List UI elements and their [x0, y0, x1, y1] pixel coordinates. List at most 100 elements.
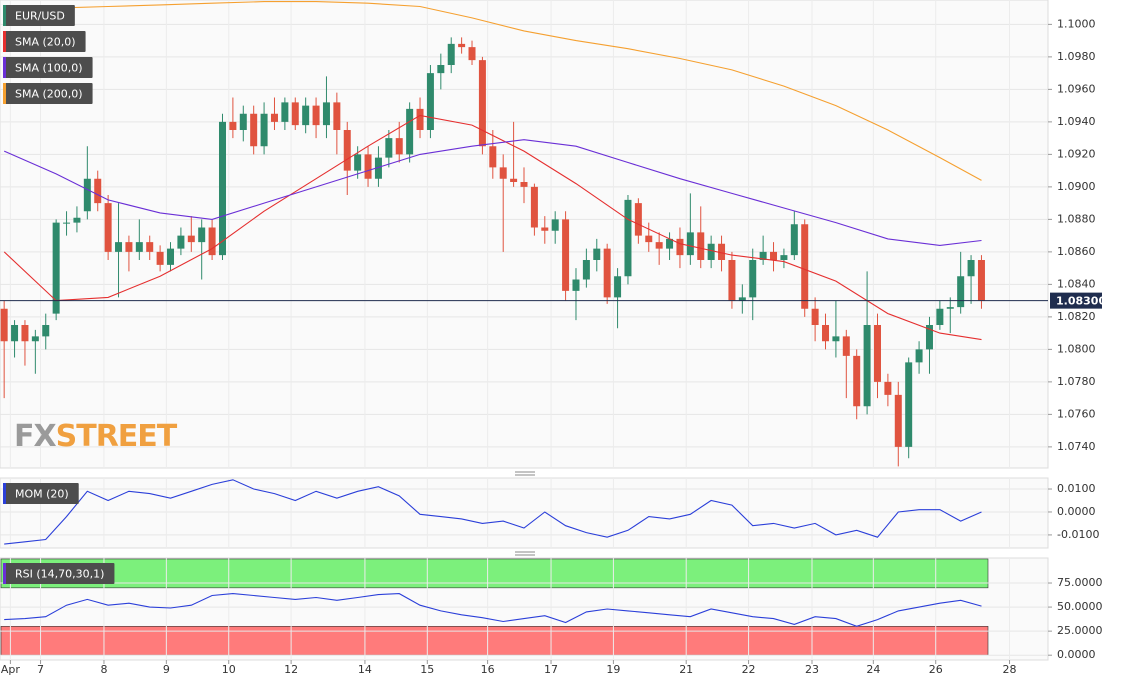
candle-body: [156, 251, 164, 265]
candle-body: [229, 121, 237, 130]
legend-item: SMA (20,0): [3, 31, 86, 52]
candle-body: [218, 121, 226, 256]
last-price-bg: [1050, 292, 1102, 309]
legend-item-text: SMA (20,0): [15, 36, 76, 49]
candle-body: [447, 43, 455, 65]
candle-body: [759, 251, 767, 260]
candle-body: [738, 297, 746, 301]
candle-body: [198, 227, 206, 243]
candle-body: [957, 276, 965, 308]
indicator-line: [4, 479, 982, 545]
indicator-label-swatch: [3, 483, 6, 504]
candle-body: [0, 308, 8, 342]
indicator-label: MOM (20): [3, 483, 79, 504]
x-tick-label: 26: [929, 663, 943, 676]
legend-item-text: SMA (200,0): [15, 88, 83, 101]
splitter[interactable]: [515, 471, 535, 476]
y-tick-label: 1.0920: [1057, 147, 1096, 160]
candle-body: [21, 325, 29, 342]
candle-body: [42, 325, 50, 337]
x-tick-label: 22: [742, 663, 756, 676]
candle-body: [790, 224, 798, 256]
legend-item-swatch: [3, 83, 6, 104]
candle-body: [437, 65, 445, 74]
candle-body: [967, 260, 975, 277]
candle-body: [832, 336, 840, 342]
sma-line: [3, 114, 982, 341]
candle-body: [884, 381, 892, 395]
candle-body: [770, 251, 778, 260]
candle-body: [520, 182, 528, 187]
candle-body: [104, 203, 112, 252]
candle-body: [489, 146, 497, 168]
candle-body: [894, 394, 902, 447]
last-price-label: 1.08300: [1056, 295, 1106, 308]
legend-item-bg: [3, 31, 86, 52]
candle-body: [291, 102, 299, 126]
candle-body: [936, 308, 944, 325]
logo-part: STREET: [56, 419, 178, 454]
y-tick-label: 1.0760: [1057, 407, 1096, 420]
candle-body: [426, 73, 434, 130]
candle-body: [666, 238, 674, 249]
legend-item-bg: [3, 57, 93, 78]
candle-body: [302, 105, 310, 126]
candle-body: [603, 248, 611, 298]
x-tick-label: 8: [100, 663, 107, 676]
legend-item: SMA (100,0): [3, 57, 93, 78]
x-tick-label: 12: [284, 663, 298, 676]
candle-body: [572, 279, 580, 291]
candle-body: [655, 242, 663, 249]
symbol-label-bg: [3, 5, 75, 26]
candle-body: [343, 130, 351, 171]
candle-body: [478, 60, 486, 147]
x-tick-label: 19: [606, 663, 620, 676]
symbol-label-swatch: [3, 5, 6, 26]
logo: FXSTREET: [14, 419, 178, 454]
candle-body: [250, 113, 258, 147]
y-tick-label: 1.0980: [1057, 50, 1096, 63]
y-tick-label: 1.0820: [1057, 310, 1096, 323]
candle-body: [593, 248, 601, 260]
sma-line: [4, 1, 982, 181]
y-tick-label: 50.0000: [1057, 600, 1103, 613]
candle-body: [562, 219, 570, 291]
candle-body: [530, 186, 538, 228]
candle-body: [135, 242, 143, 252]
candle-body: [239, 113, 247, 130]
candle-body: [905, 362, 913, 447]
splitter[interactable]: [515, 551, 535, 556]
x-tick-label: 24: [866, 663, 880, 676]
candle-body: [811, 308, 819, 325]
candle-body: [281, 102, 289, 122]
y-tick-label: 1.0780: [1057, 375, 1096, 388]
candle-body: [364, 154, 372, 179]
candle-body: [94, 178, 102, 204]
x-tick-label: 14: [358, 663, 372, 676]
candle-body: [385, 138, 393, 158]
candle-body: [125, 242, 133, 252]
x-tick-label: Apr: [1, 663, 21, 676]
sma-line: [3, 139, 982, 246]
x-tick-label: 10: [222, 663, 236, 676]
candle-body: [468, 47, 476, 61]
candle-body: [395, 138, 403, 155]
candle-body: [115, 242, 123, 252]
candle-body: [541, 227, 549, 231]
y-tick-label: 1.0940: [1057, 115, 1096, 128]
candle-body: [822, 325, 830, 342]
candle-body: [634, 203, 642, 236]
candle-body: [499, 167, 507, 179]
x-tick-label: 21: [679, 663, 693, 676]
last-price-tag: 1.08300: [1050, 292, 1106, 309]
candle-body: [551, 219, 559, 231]
indicator-label-bg: [3, 483, 79, 504]
candle-body: [728, 260, 736, 301]
x-tick-label: 16: [481, 663, 495, 676]
candle-body: [52, 222, 60, 314]
x-tick-label: 7: [37, 663, 44, 676]
y-tick-label: 1.0960: [1057, 82, 1096, 95]
candle-body: [83, 178, 91, 212]
candle-body: [915, 349, 923, 363]
